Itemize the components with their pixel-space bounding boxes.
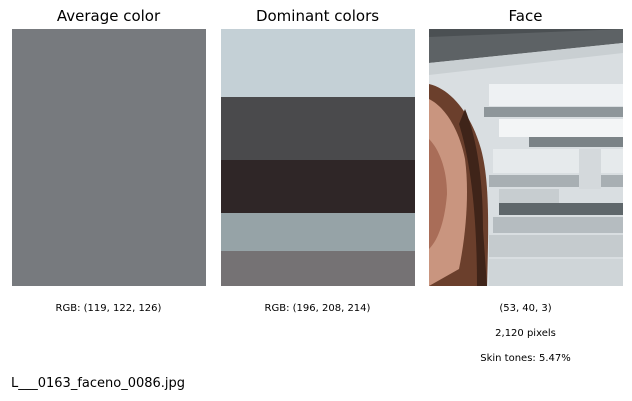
image-filename: L___0163_faceno_0086.jpg [11, 376, 186, 391]
face-image-graphic [429, 29, 623, 286]
average-rgb-label: RGB: (119, 122, 126) [55, 303, 162, 314]
face-title: Face [508, 7, 543, 25]
face-image [429, 29, 623, 286]
dominant-colors-stack [221, 29, 415, 286]
dominant-colors-title: Dominant colors [255, 7, 380, 25]
face-color-label: (53, 40, 3) [499, 303, 552, 314]
face-pixels-label: 2,120 pixels [495, 328, 556, 339]
average-color-swatch [12, 29, 206, 286]
dominant-color-stripe-4 [221, 212, 415, 252]
dominant-color-stripe-3 [221, 160, 415, 213]
dominant-color-stripe-5 [221, 251, 415, 286]
face-skin-tones-label: Skin tones: 5.47% [480, 353, 571, 364]
dominant-color-stripe-1 [221, 29, 415, 98]
average-color-title: Average color [56, 7, 161, 25]
dominant-rgb-label: RGB: (196, 208, 214) [264, 303, 371, 314]
dominant-color-stripe-2 [221, 97, 415, 161]
